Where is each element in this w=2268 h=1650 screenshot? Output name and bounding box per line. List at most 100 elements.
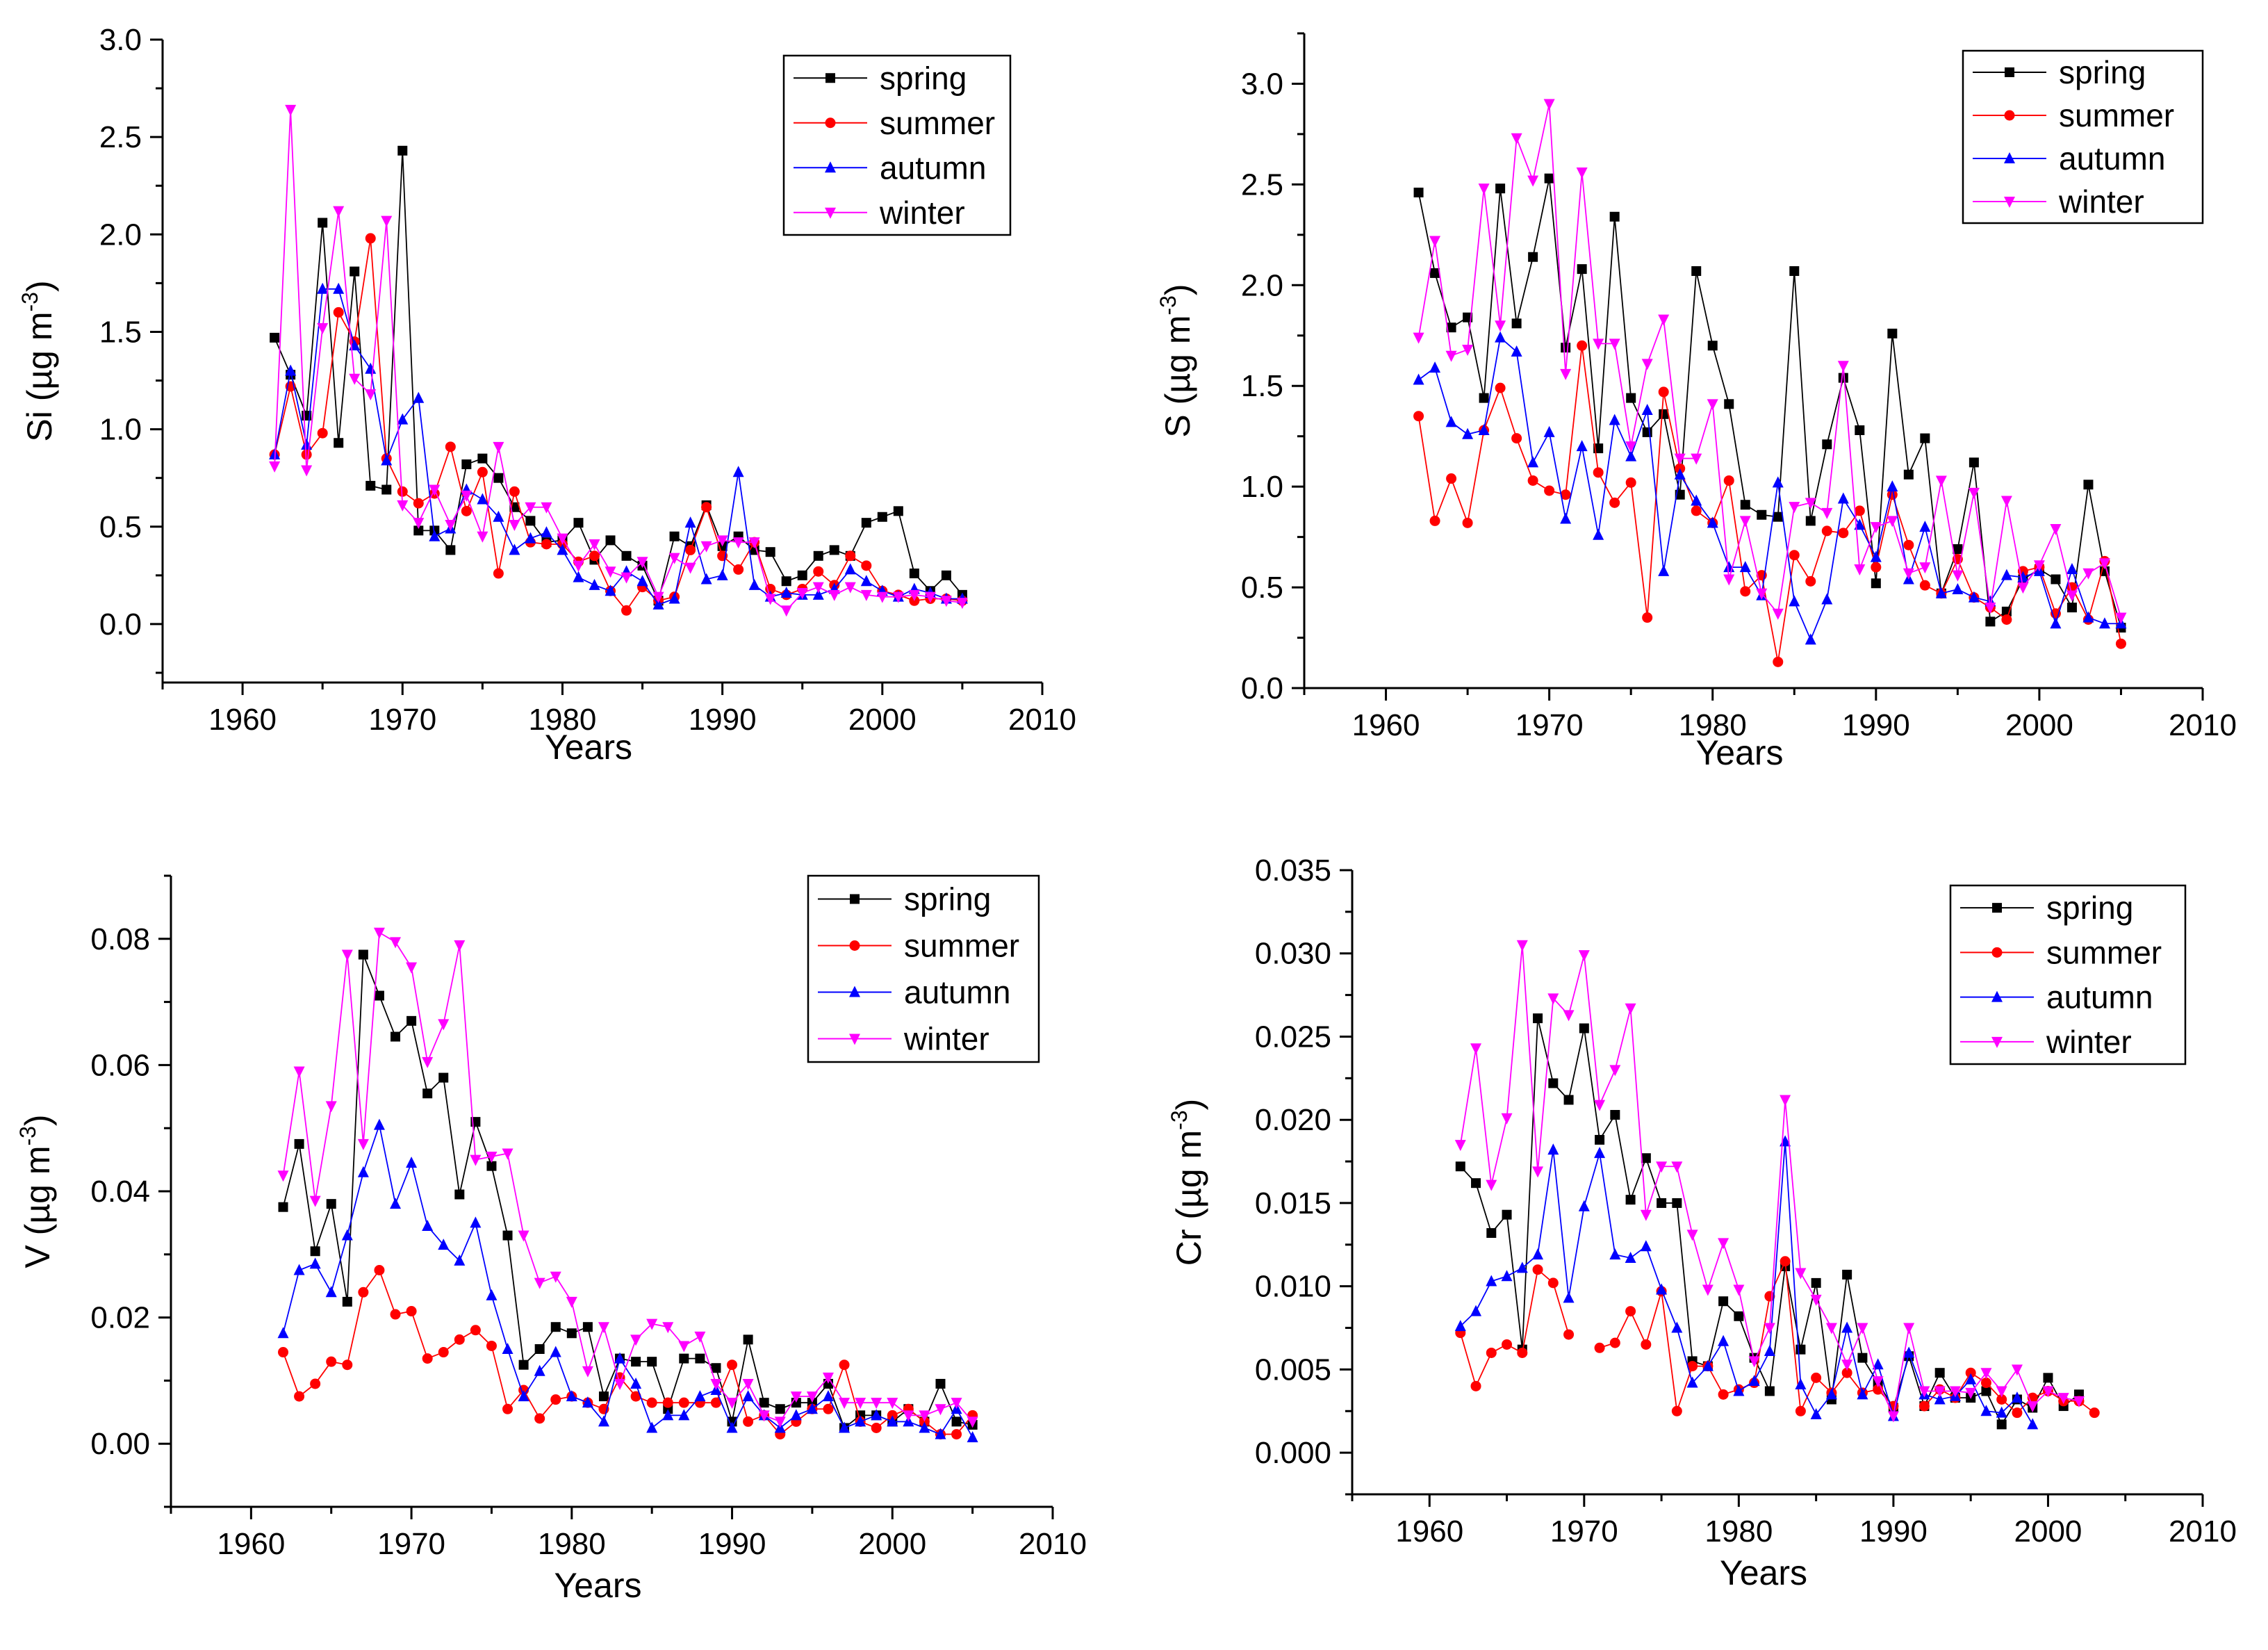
series-summer — [1413, 340, 2126, 667]
data-point-autumn — [1887, 480, 1898, 492]
data-point-autumn — [1429, 361, 1441, 373]
data-point-winter — [1560, 368, 1572, 380]
y-axis-title-main: Cr (µg m — [1169, 1130, 1208, 1266]
data-point-winter — [662, 1322, 674, 1334]
series-line-autumn — [1460, 1141, 2033, 1425]
data-point-winter — [844, 582, 856, 594]
data-point-autumn — [1495, 331, 1506, 343]
data-point-winter — [1748, 1356, 1760, 1368]
data-point-summer — [1965, 1367, 1976, 1378]
data-point-spring — [1740, 500, 1750, 510]
data-point-spring — [1796, 1344, 1806, 1355]
data-point-spring — [1857, 1353, 1868, 1363]
data-point-spring — [781, 576, 791, 587]
v-chart: 1960 1970 1980 1990 2000 2010 0.00 0.02 0.04 0.06… — [15, 874, 1087, 1605]
data-point-autumn — [1593, 528, 1604, 540]
data-point-summer — [589, 550, 600, 562]
data-point-spring — [326, 1199, 336, 1209]
data-point-winter — [2073, 1396, 2085, 1407]
data-point-winter — [1625, 441, 1637, 453]
data-point-summer — [1903, 539, 1914, 550]
data-point-autumn — [1789, 595, 1800, 607]
data-point-autumn — [525, 532, 536, 544]
data-point-summer — [1811, 1372, 1822, 1383]
data-point-summer — [1805, 575, 1816, 587]
data-point-spring — [1985, 616, 1996, 627]
y-axis-title-close: ) — [20, 280, 59, 292]
x-tick-label: 1990 — [698, 1527, 766, 1561]
legend-marker-spring — [850, 894, 860, 904]
data-point-autumn — [1837, 492, 1849, 504]
data-point-spring — [294, 1138, 304, 1149]
data-point-spring — [598, 1391, 609, 1402]
data-point-summer — [1671, 1405, 1682, 1416]
data-point-winter — [1870, 522, 1882, 534]
data-point-autumn — [373, 1118, 385, 1130]
data-point-winter — [1495, 320, 1506, 332]
data-point-summer — [358, 1286, 369, 1298]
legend-label-spring: spring — [904, 881, 991, 917]
data-point-winter — [860, 589, 872, 601]
data-point-winter — [716, 535, 728, 547]
data-point-autumn — [1872, 1358, 1884, 1370]
data-point-autumn — [1935, 587, 1947, 598]
data-point-autumn — [2027, 1418, 2039, 1430]
data-point-spring — [1822, 439, 1832, 450]
data-point-winter — [566, 1296, 577, 1308]
data-point-spring — [1773, 512, 1783, 522]
data-point-summer — [1413, 411, 1424, 422]
data-point-spring — [1563, 1095, 1574, 1105]
data-point-spring — [1871, 578, 1881, 589]
y-tick-label: 1.5 — [99, 315, 142, 349]
data-point-autumn — [1795, 1378, 1807, 1389]
data-point-winter — [1739, 516, 1751, 528]
legend-marker-summer — [2004, 110, 2015, 121]
legend-label-summer: summer — [2059, 97, 2174, 133]
data-point-winter — [2066, 590, 2078, 602]
data-point-autumn — [1563, 1291, 1575, 1303]
data-point-spring — [2066, 603, 2077, 613]
data-point-winter — [903, 1410, 914, 1422]
data-point-winter — [1789, 502, 1800, 514]
data-point-winter — [573, 560, 584, 572]
data-point-winter — [589, 539, 600, 550]
legend-label-winter: winter — [2058, 183, 2144, 220]
data-point-winter — [413, 518, 425, 530]
y-tick-label: 0.06 — [90, 1048, 150, 1082]
data-point-spring — [582, 1322, 593, 1332]
x-axis-title: Years — [554, 1566, 641, 1605]
data-point-spring — [631, 1357, 641, 1367]
data-point-winter — [277, 1170, 289, 1182]
data-point-autumn — [668, 592, 680, 604]
legend-marker-spring — [2005, 67, 2014, 77]
y-axis-title-main: V (µg m — [18, 1146, 57, 1268]
data-point-winter — [919, 1410, 930, 1422]
data-point-spring — [877, 512, 887, 522]
data-point-autumn — [397, 413, 409, 425]
legend-label-autumn: autumn — [880, 149, 986, 186]
x-tick-label: 1980 — [529, 703, 597, 737]
data-point-autumn — [381, 454, 393, 466]
data-point-autumn — [860, 575, 872, 587]
data-point-winter — [557, 533, 568, 545]
x-tick-label: 1970 — [1550, 1514, 1618, 1549]
y-axis-title-close: ) — [18, 1114, 57, 1126]
legend-box — [1962, 49, 2204, 224]
data-point-winter — [1968, 487, 1980, 499]
series-line-summer — [282, 1268, 973, 1435]
data-point-spring — [1969, 457, 1979, 468]
data-point-summer — [919, 1416, 930, 1427]
data-point-winter — [1691, 453, 1702, 465]
data-point-spring — [1659, 409, 1669, 419]
data-point-winter — [461, 490, 472, 502]
y-tick-label: 2.5 — [1241, 168, 1283, 202]
data-point-autumn — [662, 1409, 674, 1421]
y-tick-label: 0.5 — [99, 510, 142, 544]
y-axis-title-close: ) — [1169, 1099, 1208, 1111]
data-point-summer — [823, 1403, 834, 1414]
x-axis-title: Years — [1695, 733, 1783, 772]
data-point-winter — [1511, 133, 1522, 145]
data-point-winter — [1563, 1010, 1575, 1022]
x-tick-label: 1960 — [1352, 708, 1420, 742]
data-point-autumn — [422, 1219, 434, 1231]
